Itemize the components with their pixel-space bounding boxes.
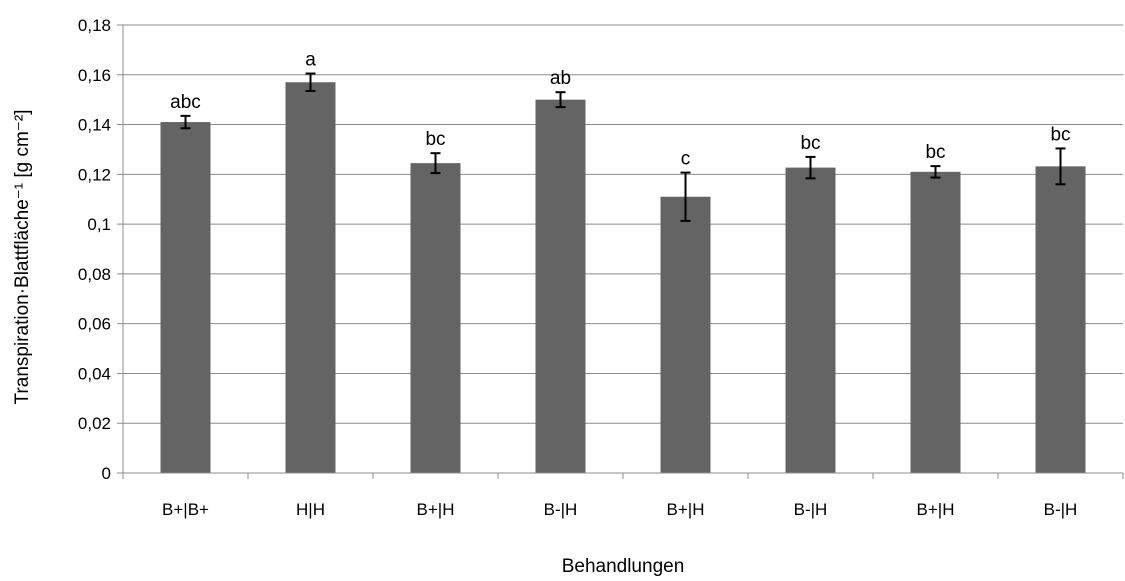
x-tick-label: B+|H bbox=[667, 500, 705, 519]
significance-label: c bbox=[681, 149, 691, 170]
bars bbox=[160, 82, 1086, 474]
y-tick-label: 0,12 bbox=[78, 165, 111, 184]
significance-label: bc bbox=[800, 133, 820, 154]
x-tick-label: B+|B+ bbox=[162, 500, 209, 519]
bar bbox=[160, 122, 211, 474]
error-bar bbox=[805, 155, 816, 180]
bar bbox=[285, 82, 336, 473]
y-axis-title: Transpiration·Blattfläche⁻¹ [g cm⁻²] bbox=[12, 110, 33, 405]
y-tick-label: 0,16 bbox=[78, 66, 111, 85]
error-bar bbox=[180, 114, 191, 130]
significance-label: abc bbox=[170, 92, 201, 113]
gridlines bbox=[123, 24, 1123, 424]
x-axis-ticks: B+|B+ H|H B+|H B-|H B+|H B-|H B+|H B-|H bbox=[122, 473, 1124, 519]
error-bar bbox=[430, 152, 441, 175]
y-tick-label: 0,02 bbox=[78, 414, 111, 433]
x-tick-label: B+|H bbox=[917, 500, 955, 519]
error-bar bbox=[1055, 147, 1066, 186]
significance-label: bc bbox=[925, 142, 945, 163]
error-bar bbox=[930, 165, 941, 179]
x-tick-label: B-|H bbox=[1044, 500, 1078, 519]
error-bar bbox=[305, 72, 316, 92]
y-tick-label: 0 bbox=[102, 464, 111, 483]
significance-label: bc bbox=[1050, 124, 1070, 145]
y-tick-label: 0,18 bbox=[78, 16, 111, 35]
y-tick-label: 0,14 bbox=[78, 116, 111, 135]
x-axis-title: Behandlungen bbox=[562, 556, 685, 577]
bar bbox=[410, 163, 461, 473]
y-tick-label: 0,1 bbox=[87, 215, 111, 234]
y-tick-label: 0,04 bbox=[78, 364, 111, 383]
bar bbox=[910, 171, 961, 473]
x-tick-label: H|H bbox=[296, 500, 325, 519]
x-tick-label: B+|H bbox=[417, 500, 455, 519]
bar bbox=[660, 196, 711, 473]
error-bar bbox=[680, 171, 691, 222]
bar bbox=[785, 167, 836, 473]
y-tick-label: 0,08 bbox=[78, 265, 111, 284]
bar bbox=[535, 99, 586, 474]
significance-label: ab bbox=[550, 68, 571, 89]
y-tick-label: 0,06 bbox=[78, 315, 111, 334]
y-axis-ticks: 0 0,02 0,04 0,06 0,08 0,1 0,12 0,14 0,16 0,18 bbox=[78, 16, 123, 483]
error-bars bbox=[180, 72, 1066, 222]
x-tick-label: B-|H bbox=[794, 500, 828, 519]
error-bar bbox=[555, 91, 566, 109]
bar bbox=[1035, 166, 1086, 473]
significance-label: a bbox=[305, 50, 316, 71]
x-tick-label: B-|H bbox=[544, 500, 578, 519]
significance-label: bc bbox=[425, 129, 445, 150]
